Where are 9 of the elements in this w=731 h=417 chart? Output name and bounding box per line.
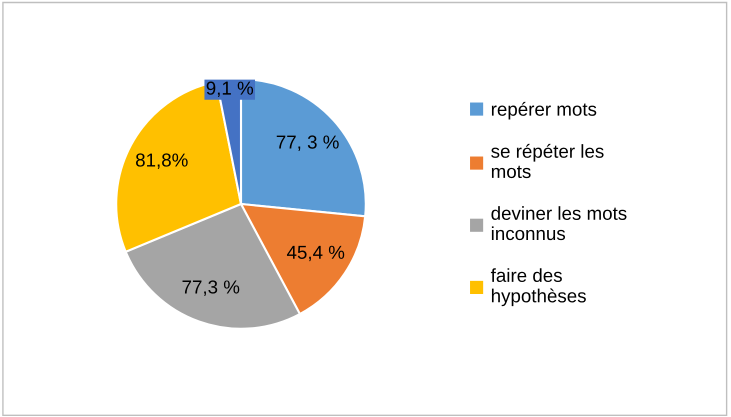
legend-label: se répéter les mots bbox=[491, 144, 604, 178]
data-label: 45,4 % bbox=[286, 246, 344, 262]
legend-label: faire des hypothèses bbox=[490, 268, 586, 306]
legend-label: repérer mots bbox=[492, 102, 596, 120]
data-label: 77, 3 % bbox=[276, 135, 339, 151]
data-label: 9,1 % bbox=[206, 81, 254, 97]
data-label: 77,3 % bbox=[182, 280, 240, 296]
legend-label: deviner les mots inconnus bbox=[491, 206, 626, 240]
data-label: 81,8% bbox=[136, 153, 188, 169]
